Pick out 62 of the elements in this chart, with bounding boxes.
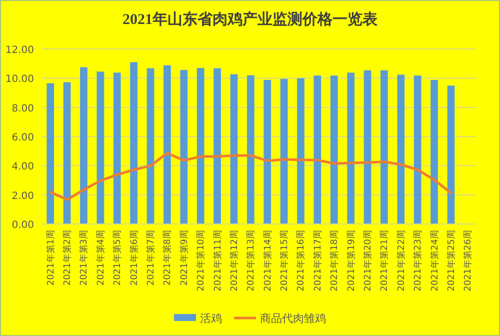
bar	[63, 82, 71, 224]
y-tick-label: 6.00	[12, 132, 34, 144]
x-tick-label: 2021年第17周	[312, 230, 324, 292]
bar	[214, 68, 221, 224]
y-tick-label: 12.00	[5, 45, 34, 56]
x-tick-label: 2021年第3周	[78, 230, 90, 286]
chart-title: 2021年山东省肉鸡产业监测价格一览表	[122, 10, 378, 28]
y-tick-label: 8.00	[12, 103, 34, 114]
bar	[196, 68, 204, 224]
x-tick-label: 2021年第16周	[296, 230, 307, 292]
x-tick-label: 2021年第5周	[112, 230, 124, 286]
bar	[297, 78, 304, 224]
x-tick-label: 2021年第4周	[95, 230, 106, 286]
bar	[447, 86, 455, 224]
bar	[314, 76, 322, 224]
bar	[164, 65, 171, 224]
x-tick-label: 2021年第1周	[45, 230, 56, 286]
x-tick-label: 2021年第22周	[396, 230, 407, 292]
x-tick-label: 2021年第18周	[329, 230, 340, 292]
x-tick-label: 2021年第6周	[128, 230, 140, 286]
y-tick-label: 2.00	[12, 190, 34, 202]
x-tick-label: 2021年第7周	[146, 230, 156, 286]
bar	[180, 70, 188, 224]
line-series	[49, 152, 452, 201]
bar	[130, 62, 138, 224]
bar	[397, 74, 405, 224]
x-tick-label: 2021年第9周	[178, 230, 190, 286]
x-tick-label: 2021年第14周	[262, 230, 274, 292]
y-tick-label: 4.00	[12, 162, 34, 173]
x-tick-label: 2021年第11周	[212, 230, 224, 292]
bar	[246, 75, 254, 224]
x-tick-label: 2021年第19周	[346, 230, 357, 292]
bar	[264, 80, 272, 224]
x-tick-label: 2021年第15周	[279, 230, 290, 292]
x-tick-label: 2021年第21周	[379, 230, 390, 292]
bar	[96, 72, 104, 224]
x-tick-label: 2021年第25周	[446, 230, 457, 292]
bar	[230, 74, 238, 224]
bar	[380, 70, 388, 224]
bar	[280, 78, 288, 224]
x-tick-label: 2021年第26周	[462, 230, 474, 292]
y-tick-label: 10.00	[5, 74, 34, 86]
x-tick-label: 2021年第23周	[412, 230, 424, 292]
x-tick-label: 2021年第2周	[62, 230, 74, 286]
x-tick-label: 2021年第20周	[362, 230, 374, 292]
x-tick-label: 2021年第13周	[246, 230, 257, 292]
x-tick-label: 2021年第10周	[196, 230, 207, 292]
bar	[430, 80, 438, 224]
legend-label: 活鸡	[200, 312, 222, 325]
bar	[80, 67, 88, 224]
y-tick-label: 0.00	[12, 220, 34, 231]
bar	[414, 76, 422, 224]
bar	[347, 72, 354, 224]
bar	[364, 70, 372, 224]
bar	[113, 72, 121, 224]
legend-label: 商品代肉雏鸡	[260, 312, 326, 325]
x-tick-label: 2021年第24周	[429, 230, 440, 292]
bar	[146, 68, 154, 224]
bar	[46, 83, 54, 224]
x-tick-label: 2021年第12周	[228, 230, 240, 292]
x-tick-label: 2021年第8周	[162, 230, 174, 286]
bar	[330, 76, 338, 224]
